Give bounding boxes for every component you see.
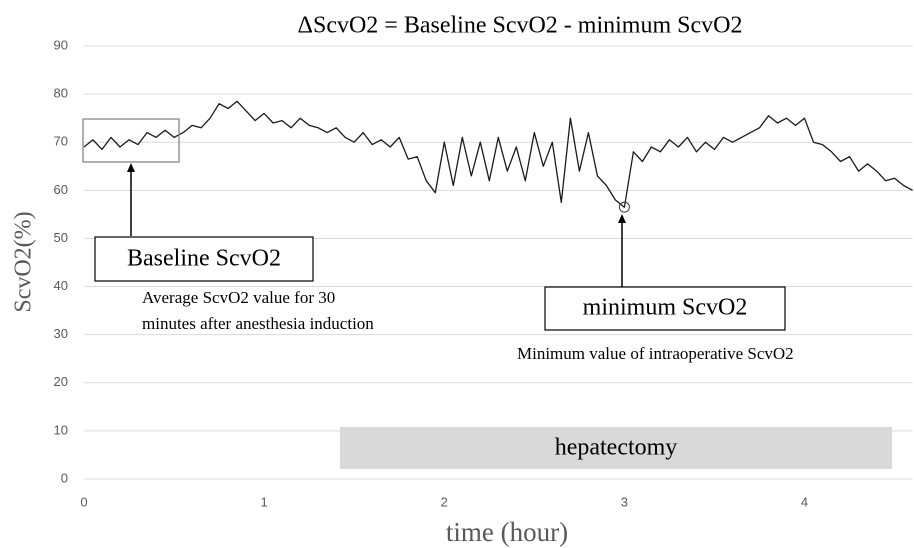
x-tick-label: 3 xyxy=(621,494,628,509)
y-tick-label: 80 xyxy=(54,86,68,101)
y-tick-label: 10 xyxy=(54,422,68,437)
phase-bar xyxy=(340,427,892,469)
minimum-marker xyxy=(618,201,630,213)
data-line xyxy=(83,100,913,208)
x-tick-label: 2 xyxy=(441,494,448,509)
y-tick-label: 90 xyxy=(54,37,68,52)
baseline-callout xyxy=(94,236,314,282)
x-tick-label: 1 xyxy=(261,494,268,509)
minimum-callout xyxy=(544,286,786,331)
chart-title: ΔScvO2 = Baseline ScvO2 - minimum ScvO2 xyxy=(298,13,743,39)
y-tick-label: 0 xyxy=(61,470,68,485)
y-tick-label: 30 xyxy=(54,326,68,341)
x-tick-label: 0 xyxy=(80,494,87,509)
baseline-box xyxy=(82,118,180,163)
y-tick-label: 40 xyxy=(54,278,68,293)
baseline-note: minutes after anesthesia induction xyxy=(142,314,374,333)
x-axis-label: time (hour) xyxy=(446,517,568,547)
y-tick-label: 50 xyxy=(54,230,68,245)
baseline-note: Average ScvO2 value for 30 xyxy=(142,288,335,307)
arrow-head xyxy=(618,214,626,223)
minimum-note: Minimum value of intraoperative ScvO2 xyxy=(517,344,794,363)
y-axis-label: ScvO2(%) xyxy=(11,211,37,312)
y-tick-label: 70 xyxy=(54,134,68,149)
plot xyxy=(83,100,913,213)
minimum-label: minimum ScvO2 xyxy=(583,295,748,321)
y-tick-label: 20 xyxy=(54,374,68,389)
x-tick-label: 4 xyxy=(801,494,808,509)
baseline-label: Baseline ScvO2 xyxy=(127,246,281,272)
y-tick-label: 60 xyxy=(54,182,68,197)
phase-label: hepatectomy xyxy=(555,435,678,461)
arrow-head xyxy=(127,163,135,172)
